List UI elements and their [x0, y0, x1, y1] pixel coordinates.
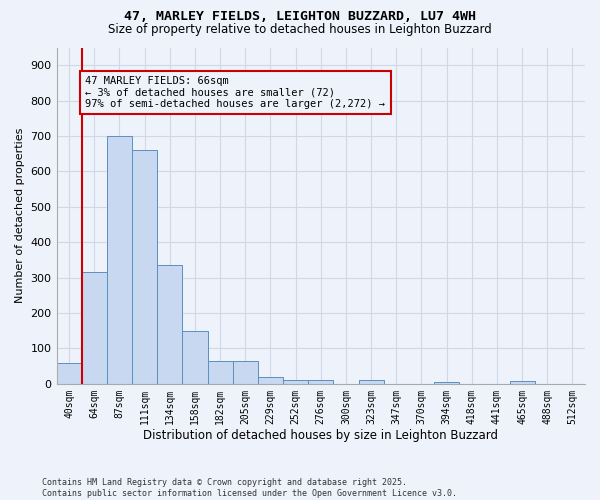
Bar	[132, 150, 157, 384]
Text: Contains HM Land Registry data © Crown copyright and database right 2025.
Contai: Contains HM Land Registry data © Crown c…	[42, 478, 457, 498]
Bar	[82, 272, 107, 384]
Bar	[107, 136, 132, 384]
Bar	[157, 265, 182, 384]
Bar	[283, 380, 308, 384]
Bar	[509, 381, 535, 384]
Bar	[56, 362, 82, 384]
Y-axis label: Number of detached properties: Number of detached properties	[15, 128, 25, 304]
Bar	[258, 377, 283, 384]
Text: 47, MARLEY FIELDS, LEIGHTON BUZZARD, LU7 4WH: 47, MARLEY FIELDS, LEIGHTON BUZZARD, LU7…	[124, 10, 476, 23]
X-axis label: Distribution of detached houses by size in Leighton Buzzard: Distribution of detached houses by size …	[143, 430, 498, 442]
Bar	[359, 380, 383, 384]
Bar	[233, 361, 258, 384]
Bar	[434, 382, 459, 384]
Text: 47 MARLEY FIELDS: 66sqm
← 3% of detached houses are smaller (72)
97% of semi-det: 47 MARLEY FIELDS: 66sqm ← 3% of detached…	[85, 76, 385, 109]
Bar	[182, 330, 208, 384]
Bar	[308, 380, 334, 384]
Text: Size of property relative to detached houses in Leighton Buzzard: Size of property relative to detached ho…	[108, 22, 492, 36]
Bar	[208, 361, 233, 384]
